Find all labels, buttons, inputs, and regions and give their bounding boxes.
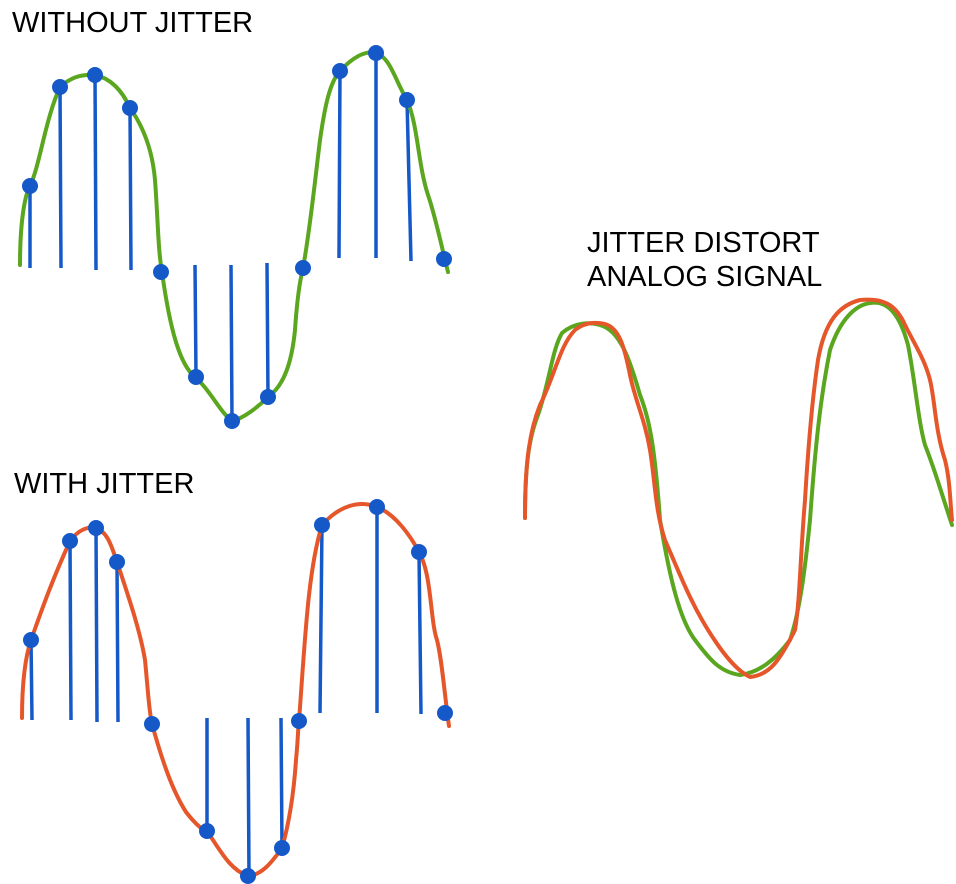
sample-point (22, 178, 38, 194)
sample-stem (68, 540, 73, 721)
without-jitter-panel (18, 45, 452, 429)
sample-stem (93, 74, 98, 271)
overlay-jittered-signal (523, 297, 954, 679)
sample-point (314, 517, 330, 533)
distortion-label-line-2: ANALOG SIGNAL (587, 261, 823, 293)
sample-point (122, 100, 138, 116)
sample-stem (128, 107, 133, 271)
sample-stem (229, 264, 234, 422)
sample-stem (405, 99, 413, 262)
sample-point (295, 260, 311, 276)
sample-stem (417, 551, 423, 715)
sample-stem (246, 717, 251, 877)
distortion-label-line-1: JITTER DISTORT (587, 227, 820, 259)
sample-stem (115, 561, 120, 723)
sample-stem (29, 639, 34, 721)
sample-stem (193, 264, 198, 378)
distortion-overlay-panel (523, 297, 954, 679)
with-jitter-sample-points (23, 499, 453, 884)
sample-point (62, 533, 78, 549)
sample-point (411, 544, 427, 560)
sample-point (23, 632, 39, 648)
sample-stem (58, 86, 63, 269)
sample-point (87, 67, 103, 83)
sample-point (399, 92, 415, 108)
sample-point (332, 63, 348, 79)
sample-point (153, 264, 169, 280)
sample-point (188, 369, 204, 385)
distortion-label: JITTER DISTORT ANALOG SIGNAL (587, 226, 822, 294)
sample-point (274, 840, 290, 856)
jittered-analog-signal (20, 502, 451, 878)
with-jitter-label: WITH JITTER (14, 468, 195, 500)
sample-stem (94, 527, 99, 723)
sample-point (369, 499, 385, 515)
sample-point (240, 868, 256, 884)
overlay-clean-signal (523, 300, 954, 677)
sample-point (224, 413, 240, 429)
sample-stem (279, 717, 284, 849)
sample-point (291, 713, 307, 729)
sample-point (436, 251, 452, 267)
sample-point (109, 554, 125, 570)
clean-analog-signal (18, 50, 450, 423)
with-jitter-panel (20, 499, 453, 884)
without-jitter-sample-stems (28, 53, 413, 422)
sample-point (144, 716, 160, 732)
sample-point (260, 389, 276, 405)
sample-point (437, 705, 453, 721)
sample-point (368, 45, 384, 61)
sample-stem (337, 70, 342, 259)
sample-point (88, 520, 104, 536)
with-jitter-sample-stems (29, 507, 423, 877)
sample-stem (318, 524, 324, 714)
without-jitter-sample-points (22, 45, 452, 429)
without-jitter-label: WITHOUT JITTER (12, 7, 254, 39)
sample-point (52, 79, 68, 95)
sample-point (199, 823, 215, 839)
sample-stem (265, 262, 270, 398)
